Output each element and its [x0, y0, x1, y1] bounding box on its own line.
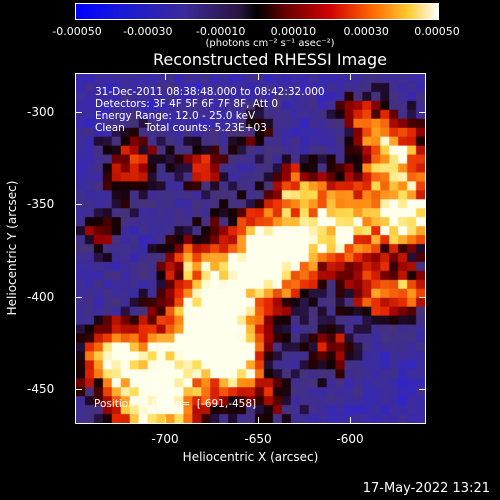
ytick-label: -300 — [27, 105, 55, 119]
tick-mark — [75, 297, 82, 298]
tick-mark — [350, 417, 351, 424]
colorbar-tick-label: 0.00010 — [270, 25, 317, 38]
ytick-label: -350 — [27, 197, 55, 211]
time-range-text: 31-Dec-2011 08:38:48.000 to 08:42:32.000 — [95, 86, 325, 98]
clean-counts-text: Clean Total counts: 5.23E+03 — [95, 122, 267, 134]
tick-mark — [258, 73, 259, 80]
plot-title: Reconstructed RHESSI Image — [153, 50, 387, 69]
ytick-label: -450 — [27, 382, 55, 396]
ytick-label: -400 — [27, 290, 55, 304]
tick-mark — [165, 73, 166, 80]
colorbar-tick-label: -0.00050 — [52, 25, 102, 38]
xtick-label: -600 — [336, 432, 364, 446]
tick-mark — [75, 204, 82, 205]
colorbar-tick-label: 0.00050 — [414, 25, 460, 38]
colorbar-tick-label: -0.00030 — [123, 25, 173, 38]
tick-mark — [258, 417, 259, 424]
timestamp: 17-May-2022 13:21 — [362, 481, 490, 496]
tick-mark — [419, 297, 426, 298]
colorbar — [75, 3, 439, 20]
energy-range-text: Energy Range: 12.0 - 25.0 keV — [95, 110, 256, 122]
tick-mark — [75, 112, 82, 113]
colorbar-tick-label: -0.00010 — [195, 25, 246, 38]
probe-position-text: Position of Probe= [-691,-458] — [94, 398, 257, 410]
colorbar-tick-label: 0.00030 — [343, 25, 389, 38]
y-axis-label-text: Heliocentric Y (arcsec) — [5, 180, 19, 316]
y-axis-label: Heliocentric Y (arcsec) — [5, 113, 19, 316]
tick-mark — [419, 112, 426, 113]
xtick-label: -650 — [244, 432, 272, 446]
tick-mark — [350, 73, 351, 80]
detectors-text: Detectors: 3F 4F 5F 6F 7F 8F, Att 0 — [95, 98, 279, 110]
tick-mark — [419, 389, 426, 390]
xtick-label: -700 — [151, 432, 179, 446]
tick-mark — [419, 204, 426, 205]
x-axis-label: Heliocentric X (arcsec) — [182, 450, 319, 464]
tick-mark — [75, 389, 82, 390]
colorbar-gradient — [76, 4, 438, 19]
rhessi-image[interactable] — [76, 74, 425, 423]
image-plot[interactable]: 31-Dec-2011 08:38:48.000 to 08:42:32.000… — [75, 73, 426, 424]
tick-mark — [165, 417, 166, 424]
colorbar-units: (photons cm⁻² s⁻¹ asec⁻²) — [205, 38, 335, 49]
